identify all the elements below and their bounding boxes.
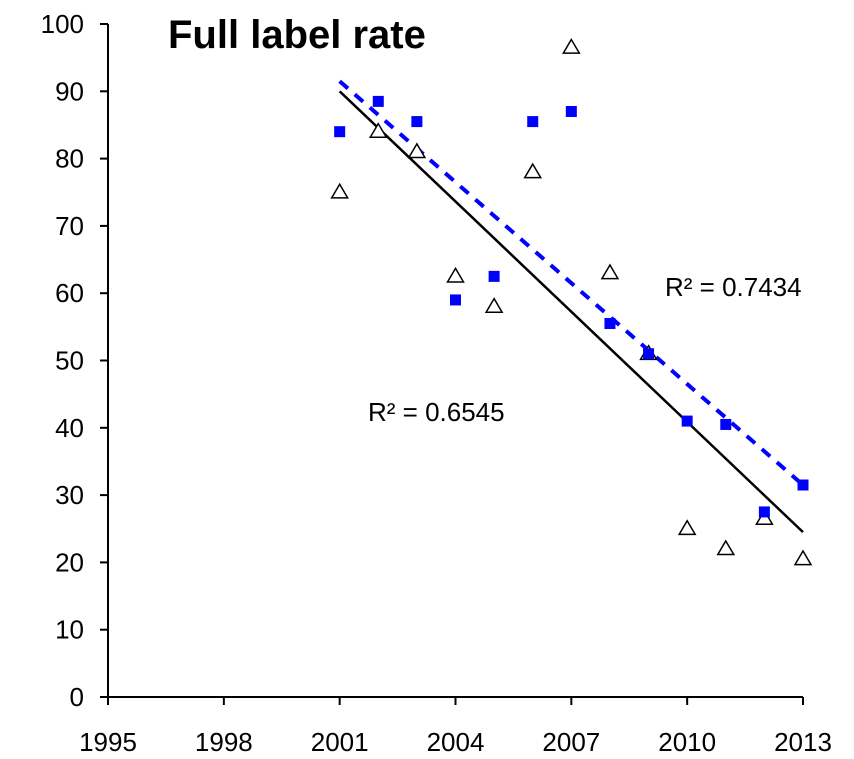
triangle-point xyxy=(484,297,504,314)
y-tick-label: 70 xyxy=(55,211,84,241)
square-point xyxy=(604,317,616,329)
square-point xyxy=(527,116,539,128)
y-tick-label: 20 xyxy=(55,547,84,577)
square-point xyxy=(797,479,809,491)
trendline-black-solid xyxy=(338,90,804,534)
square-point xyxy=(720,418,732,430)
x-tick-label: 2001 xyxy=(311,727,369,757)
axes: 0 10 20 30 40 50 60 70 80 90 100 1995 1998 2001 2004 20… xyxy=(41,9,832,757)
x-tick-label: 2013 xyxy=(774,727,832,757)
x-tick-label: 2007 xyxy=(542,727,600,757)
triangle-point xyxy=(330,182,349,199)
trendlines xyxy=(338,79,805,534)
y-tick-label: 60 xyxy=(55,278,84,308)
data-points xyxy=(330,38,813,566)
triangle-point xyxy=(562,38,581,54)
square-point xyxy=(334,126,346,138)
square-point xyxy=(681,415,693,427)
x-tick-label: 2010 xyxy=(658,727,716,757)
triangle-point xyxy=(793,549,813,566)
triangle-point xyxy=(716,539,736,556)
y-tick-label: 30 xyxy=(55,480,84,510)
square-point xyxy=(643,348,655,360)
chart-title: Full label rate xyxy=(168,13,426,57)
y-tick-label: 100 xyxy=(41,9,84,39)
chart-text: Full label rate R² = 0.7434 R² = 0.6545 xyxy=(168,13,802,427)
x-tick-label: 2004 xyxy=(427,727,485,757)
y-tick-label: 50 xyxy=(55,346,84,376)
y-tick-label: 80 xyxy=(55,144,84,174)
square-point xyxy=(488,270,500,282)
triangle-point xyxy=(368,122,388,139)
y-tick-label: 40 xyxy=(55,413,84,443)
square-point xyxy=(411,116,423,128)
x-tick-label: 1998 xyxy=(195,727,253,757)
triangle-point xyxy=(523,162,543,179)
r-squared-annotation-black: R² = 0.6545 xyxy=(368,397,505,427)
square-point xyxy=(450,294,461,306)
triangle-point xyxy=(407,142,427,159)
square-point xyxy=(758,506,770,518)
y-tick-label: 0 xyxy=(70,682,84,712)
triangle-point xyxy=(446,266,465,283)
y-tick-label: 90 xyxy=(55,76,84,106)
triangle-point xyxy=(600,263,620,280)
triangle-point xyxy=(755,509,774,526)
x-tick-label: 1995 xyxy=(79,727,137,757)
y-tick-label: 10 xyxy=(55,615,84,645)
square-point xyxy=(372,95,384,107)
r-squared-annotation-blue: R² = 0.7434 xyxy=(665,272,802,302)
triangle-point xyxy=(677,519,697,536)
square-point xyxy=(565,105,577,117)
